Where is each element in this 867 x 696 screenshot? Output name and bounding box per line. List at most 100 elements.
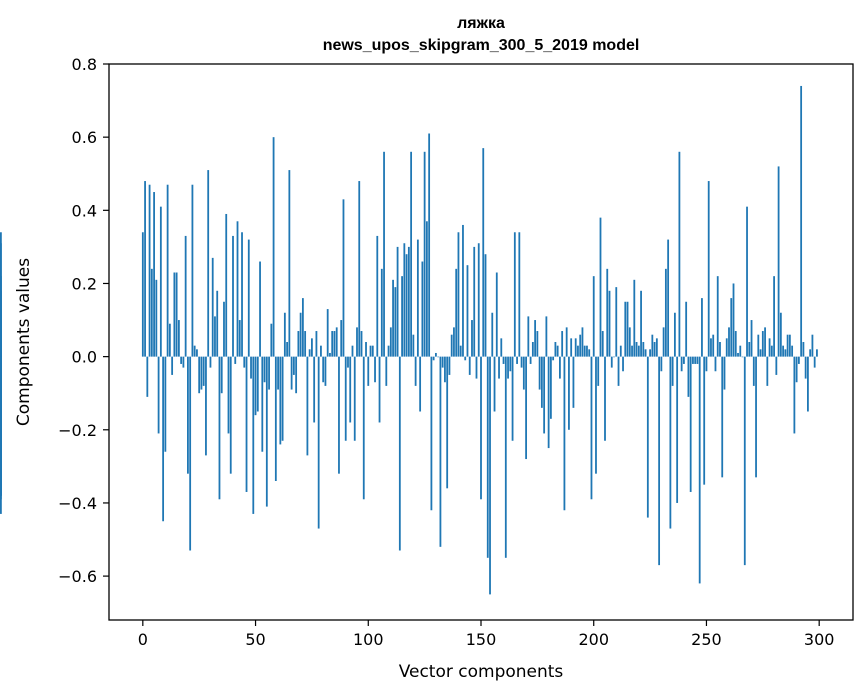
- bar: [653, 342, 656, 357]
- bar: [403, 243, 406, 357]
- bar: [141, 232, 144, 357]
- bar: [353, 356, 356, 441]
- bar: [455, 268, 458, 357]
- bar: [324, 356, 327, 386]
- bar: [793, 356, 796, 434]
- bar: [245, 356, 248, 492]
- bar: [425, 221, 428, 357]
- bar: [597, 356, 600, 386]
- bar: [398, 356, 401, 551]
- bar: [813, 356, 816, 368]
- bar: [610, 356, 613, 368]
- bar: [723, 356, 726, 390]
- bar: [777, 166, 780, 357]
- bar: [531, 342, 534, 357]
- bar: [340, 320, 343, 357]
- bar: [748, 342, 751, 357]
- bar: [619, 345, 622, 357]
- bar: [664, 268, 667, 357]
- y-tick-label: 0.6: [72, 128, 97, 147]
- bar: [673, 312, 676, 357]
- y-tick-label: −0.4: [58, 494, 97, 513]
- y-axis-label: Components values: [14, 258, 34, 426]
- bar: [462, 224, 464, 357]
- bar: [252, 356, 255, 514]
- bar: [396, 246, 399, 357]
- bar: [626, 301, 629, 357]
- bar: [419, 356, 422, 412]
- bar: [225, 213, 228, 357]
- bar: [0, 276, 2, 357]
- bar: [175, 272, 178, 357]
- bar: [527, 316, 530, 357]
- bar: [0, 356, 2, 496]
- bar: [159, 206, 162, 357]
- bar: [543, 356, 546, 434]
- bar: [534, 320, 537, 357]
- bar: [333, 331, 336, 357]
- bar: [809, 349, 812, 357]
- bar: [477, 243, 480, 357]
- y-axis-ticks: −0.6 −0.4 −0.2 0.0 0.2 0.4 0.6 0.8: [58, 55, 109, 586]
- bar: [676, 356, 679, 503]
- bar: [164, 356, 167, 452]
- bar: [480, 356, 482, 500]
- bar: [329, 352, 331, 357]
- bar: [448, 356, 451, 375]
- bar: [710, 338, 712, 357]
- bar: [716, 276, 719, 357]
- bar: [547, 356, 550, 449]
- bar: [441, 356, 444, 368]
- bar: [604, 356, 606, 441]
- bar: [538, 356, 541, 390]
- bar: [529, 356, 532, 364]
- bar: [473, 246, 476, 357]
- bar: [590, 356, 593, 500]
- bar: [498, 356, 500, 379]
- bar: [565, 327, 568, 357]
- bar: [326, 309, 329, 357]
- bar: [705, 356, 708, 372]
- bar: [471, 320, 473, 357]
- bar: [768, 338, 771, 357]
- y-tick-label: 0.0: [72, 348, 97, 367]
- bar: [229, 356, 232, 474]
- bar: [0, 356, 2, 364]
- bar: [304, 331, 307, 357]
- bar: [486, 356, 489, 558]
- bar: [577, 345, 579, 357]
- bar: [750, 320, 753, 357]
- bar: [545, 316, 548, 357]
- bar: [459, 345, 462, 357]
- bar: [739, 345, 742, 357]
- bar: [588, 349, 591, 357]
- x-tick-label: 50: [245, 630, 265, 649]
- bar: [171, 356, 174, 375]
- bar: [311, 338, 313, 357]
- bar: [281, 356, 284, 441]
- bar: [351, 345, 354, 357]
- bar: [807, 356, 809, 412]
- bar: [153, 192, 155, 357]
- bar: [689, 356, 692, 492]
- bar: [721, 356, 724, 478]
- bar: [683, 356, 685, 364]
- bar: [317, 356, 320, 529]
- bar: [613, 356, 615, 358]
- bar: [556, 345, 559, 357]
- bar: [250, 356, 252, 379]
- bar: [581, 327, 584, 357]
- bar: [466, 265, 469, 357]
- chart-title: ляжка: [457, 15, 505, 32]
- bar: [752, 356, 755, 386]
- bar: [378, 356, 381, 423]
- bar: [518, 232, 521, 357]
- bar: [782, 345, 785, 357]
- bar: [306, 356, 309, 456]
- bar: [299, 312, 302, 357]
- bar: [254, 356, 257, 416]
- bar: [392, 279, 394, 357]
- bar: [301, 298, 304, 357]
- x-axis-label: Vector components: [399, 662, 564, 682]
- bar: [728, 327, 730, 357]
